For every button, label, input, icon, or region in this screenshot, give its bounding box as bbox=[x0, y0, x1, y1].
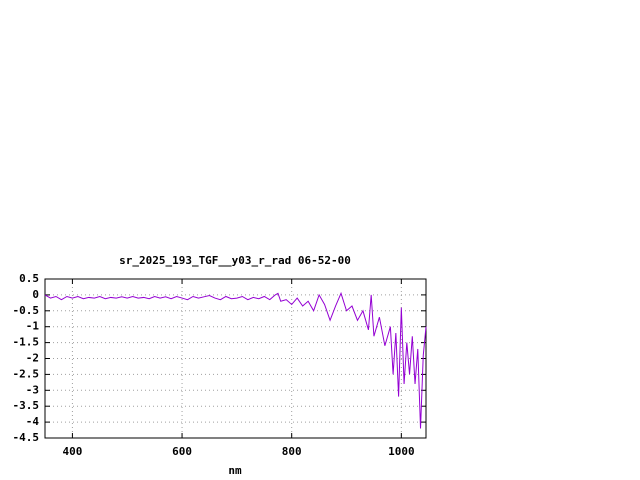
x-tick-label: 400 bbox=[62, 445, 82, 458]
y-tick-label: -1 bbox=[26, 320, 40, 333]
y-tick-label: -4.5 bbox=[13, 431, 40, 444]
y-tick-label: -0.5 bbox=[13, 304, 40, 317]
y-tick-label: -4 bbox=[26, 415, 40, 428]
chart-title: sr_2025_193_TGF__y03_r_rad 06-52-00 bbox=[119, 254, 351, 267]
data-line bbox=[44, 291, 427, 429]
y-tick-label: 0 bbox=[32, 288, 39, 301]
y-tick-label: -1.5 bbox=[13, 336, 40, 349]
y-tick-label: -3 bbox=[26, 383, 39, 396]
y-tick-label: -3.5 bbox=[13, 399, 40, 412]
x-tick-label: 800 bbox=[282, 445, 302, 458]
plot-frame bbox=[44, 278, 427, 439]
x-tick-label: 1000 bbox=[388, 445, 415, 458]
x-tick-label: 600 bbox=[172, 445, 192, 458]
y-tick-label: 0.5 bbox=[19, 272, 39, 285]
x-axis-label: nm bbox=[228, 464, 242, 477]
y-tick-label: -2.5 bbox=[13, 367, 40, 380]
y-tick-label: -2 bbox=[26, 352, 39, 365]
